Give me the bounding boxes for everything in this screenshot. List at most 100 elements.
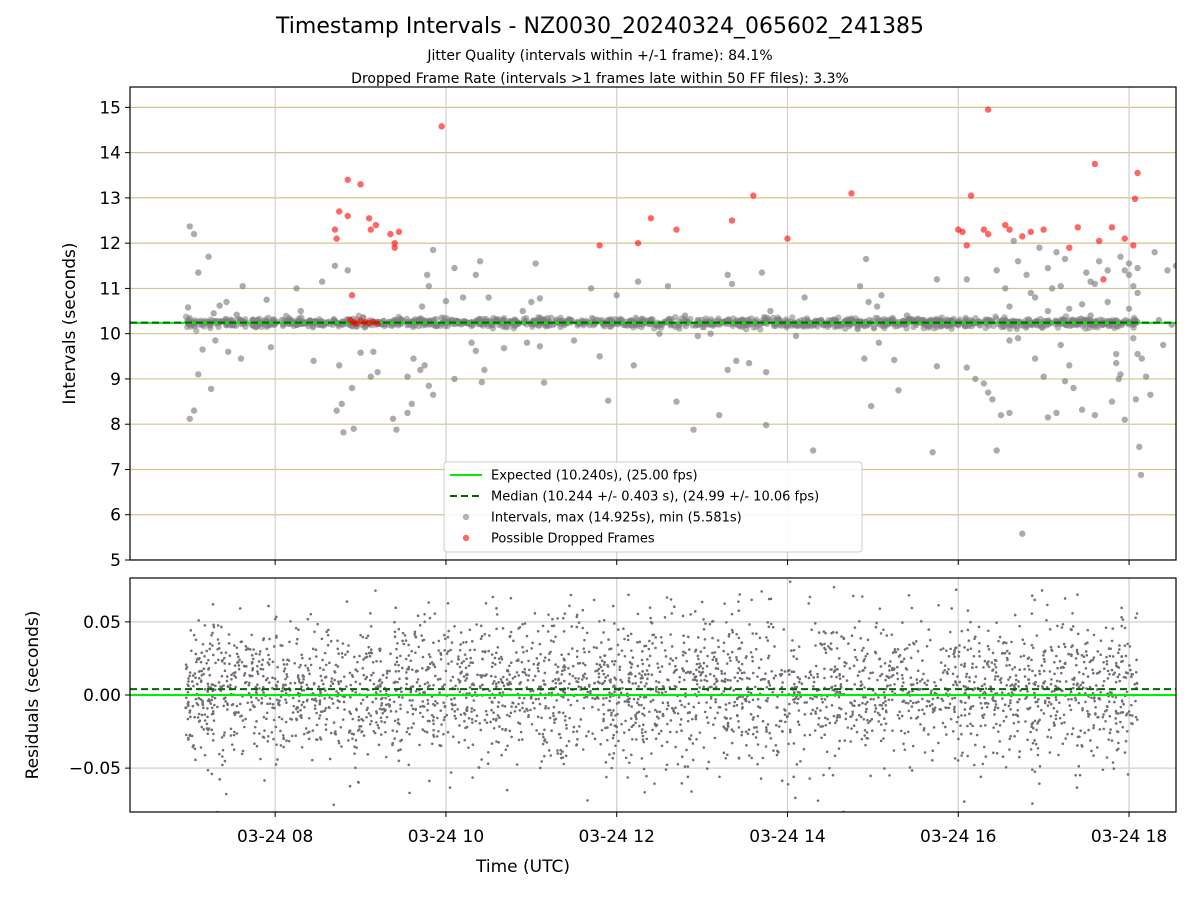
- residual-point: [346, 739, 350, 742]
- residual-point: [1026, 657, 1030, 660]
- residual-point: [216, 647, 219, 651]
- residual-point: [932, 708, 935, 711]
- dropped-frame-point: [984, 106, 992, 113]
- residual-point: [508, 680, 511, 684]
- interval-point: [1113, 359, 1120, 367]
- residual-point: [765, 728, 768, 732]
- residual-point: [907, 709, 911, 713]
- residual-point: [860, 595, 864, 598]
- residual-point: [979, 724, 983, 728]
- residual-point: [1114, 722, 1118, 725]
- residual-point: [641, 734, 645, 738]
- interval-point: [570, 337, 578, 344]
- residual-point: [999, 681, 1003, 684]
- residual-point: [833, 669, 837, 673]
- residual-point: [1053, 723, 1056, 727]
- interval-point: [1027, 289, 1035, 297]
- residual-point: [834, 721, 837, 725]
- residual-point: [989, 685, 993, 689]
- interval-point: [500, 344, 508, 352]
- residual-point: [888, 669, 891, 672]
- residual-point: [886, 684, 889, 687]
- residual-point: [933, 680, 936, 684]
- residual-point: [200, 669, 204, 673]
- residual-point: [187, 677, 190, 680]
- residual-point: [1023, 667, 1026, 671]
- residual-point: [692, 672, 695, 676]
- residual-point: [339, 725, 343, 729]
- residual-point: [453, 624, 456, 628]
- residual-point: [353, 655, 356, 659]
- residual-point: [740, 707, 744, 710]
- residual-point: [509, 661, 513, 665]
- residual-point: [626, 634, 630, 638]
- residual-point: [238, 702, 242, 706]
- residual-point: [609, 695, 612, 699]
- residual-point: [492, 711, 495, 715]
- residual-point: [879, 632, 883, 635]
- residual-point: [876, 711, 880, 715]
- interval-point: [993, 267, 1000, 274]
- residual-point: [648, 654, 652, 658]
- residual-point: [472, 699, 476, 702]
- legend-entry-label: Intervals, max (14.925s), min (5.581s): [491, 511, 742, 526]
- residual-point: [547, 749, 551, 752]
- interval-ytick-label: 9: [110, 370, 121, 390]
- residual-point: [1086, 675, 1090, 678]
- residual-point: [575, 625, 579, 629]
- residual-point: [894, 650, 898, 654]
- residual-point: [649, 620, 653, 624]
- residual-point: [607, 638, 610, 641]
- residual-point: [388, 698, 392, 702]
- residual-point: [869, 671, 872, 675]
- residual-point: [212, 623, 215, 627]
- residual-point: [1112, 767, 1116, 770]
- residual-point: [531, 701, 535, 705]
- residual-point: [1106, 677, 1110, 680]
- residual-point: [803, 713, 807, 716]
- residual-point: [1090, 696, 1093, 700]
- residual-point: [456, 662, 459, 666]
- residual-point: [994, 703, 998, 706]
- residual-point: [754, 647, 758, 651]
- residual-point: [783, 670, 787, 673]
- residual-point: [186, 717, 190, 721]
- residual-point: [1043, 660, 1046, 663]
- residual-point: [725, 753, 729, 757]
- residual-point: [503, 705, 507, 708]
- dropped-frame-point: [980, 226, 988, 233]
- residual-point: [939, 661, 943, 664]
- residual-point: [864, 695, 867, 699]
- residual-point: [362, 673, 366, 677]
- residual-point: [405, 676, 408, 680]
- interval-point: [1031, 294, 1039, 301]
- residual-point: [618, 665, 622, 669]
- interval-point: [1002, 285, 1009, 292]
- residual-point: [716, 667, 720, 671]
- residual-point: [1036, 684, 1040, 688]
- residual-point: [242, 674, 246, 677]
- residual-point: [570, 647, 574, 650]
- residual-point: [592, 645, 596, 649]
- residual-point: [660, 729, 663, 733]
- residual-point: [645, 774, 648, 778]
- residual-point: [226, 702, 229, 705]
- residual-point: [777, 725, 781, 728]
- residual-point: [417, 645, 421, 649]
- residual-point: [720, 672, 724, 675]
- chart-subtitle-dropped: Dropped Frame Rate (intervals >1 frames …: [351, 71, 849, 87]
- residual-point: [1009, 734, 1012, 738]
- residual-point: [1094, 712, 1097, 715]
- residual-point: [283, 667, 287, 670]
- residual-point: [790, 649, 793, 652]
- residual-point: [409, 659, 413, 663]
- residual-point: [695, 668, 698, 672]
- residual-point: [1016, 729, 1019, 733]
- residual-point: [1131, 722, 1134, 726]
- residual-point: [410, 668, 414, 672]
- residual-point: [613, 659, 617, 663]
- residual-point: [1102, 679, 1106, 683]
- residual-point: [609, 680, 612, 684]
- residual-point: [569, 703, 573, 707]
- residual-point: [702, 661, 706, 665]
